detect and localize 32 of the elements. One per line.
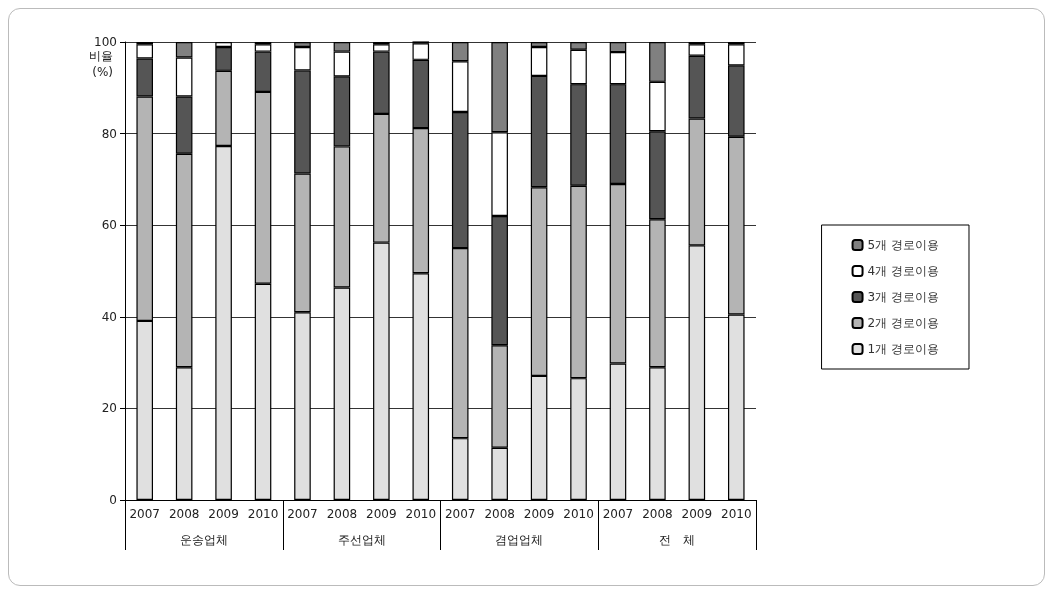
- x-tick-label: 2007: [444, 507, 476, 521]
- text: 운송업체: [179, 533, 228, 547]
- x-tick-label: 2007: [129, 507, 160, 521]
- y-tick-label: 40: [101, 309, 117, 324]
- legend-label: 4개 경로이용: [867, 264, 939, 278]
- x-tick-label: 2008: [326, 507, 358, 521]
- legend-label: 5개 경로이용: [867, 238, 939, 252]
- legend-label: 1개 경로이용: [867, 342, 939, 356]
- legend-label: 3개 경로이용: [867, 290, 939, 304]
- x-tick-label: 2009: [208, 507, 239, 521]
- y-tick-label: 0: [109, 493, 117, 507]
- y-tick-label: 80: [101, 126, 117, 141]
- x-tick-label: 2009: [523, 507, 555, 521]
- y-tick-label: 60: [101, 218, 117, 233]
- x-tick-label: 2010: [721, 507, 752, 521]
- text: 전 체: [659, 533, 695, 547]
- text: 겸업업체: [495, 533, 544, 547]
- x-tick-label: 2010: [247, 507, 279, 521]
- x-tick-label: 2010: [405, 507, 437, 521]
- y-axis-title: 비율 (%): [89, 49, 113, 79]
- x-tick-label: 2007: [602, 507, 634, 521]
- x-tick-label: 2008: [484, 507, 515, 521]
- x-tick-label: 2008: [168, 507, 200, 521]
- x-tick-label: 2008: [642, 507, 673, 521]
- y-tick-label: 20: [101, 401, 117, 416]
- x-tick-label: 2009: [366, 507, 397, 521]
- y-tick-label: 100: [94, 35, 117, 49]
- x-tick-label: 2010: [563, 507, 594, 521]
- x-tick-label: 2009: [681, 507, 713, 521]
- text: 주선업체: [337, 533, 386, 547]
- x-tick-label: 2007: [287, 507, 318, 521]
- legend-label: 2개 경로이용: [867, 316, 939, 330]
